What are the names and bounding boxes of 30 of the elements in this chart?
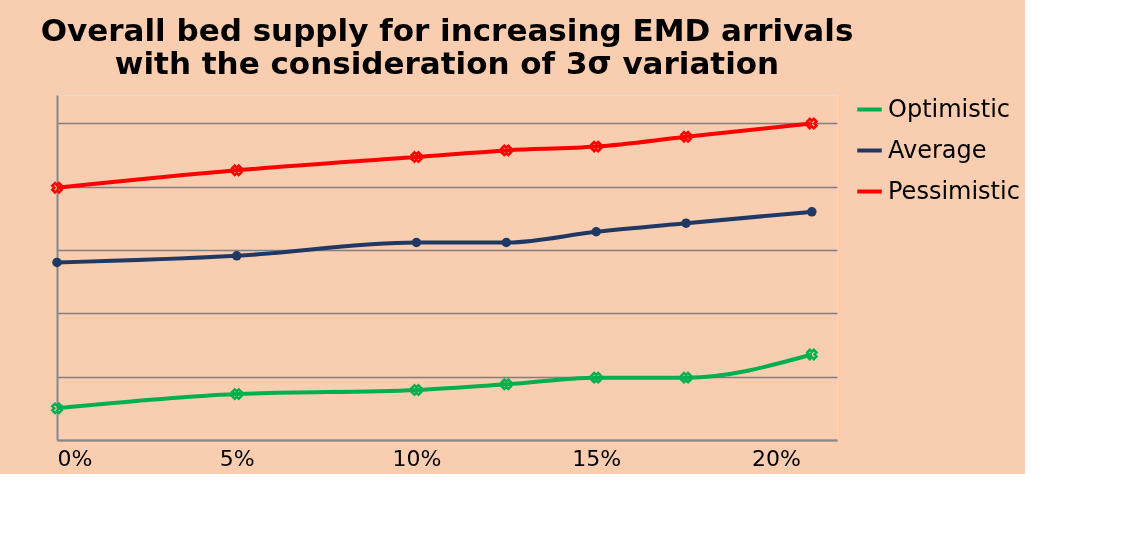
- point: [500, 378, 513, 391]
- point: [681, 218, 691, 228]
- point: [590, 140, 603, 153]
- point: [230, 164, 243, 177]
- chart-title: Overall bed supply for increasing EMD arrivals with the consideration of 3σ variation: [40, 12, 854, 81]
- point: [410, 384, 423, 396]
- legend-label: Optimistic: [888, 94, 1011, 123]
- point: [500, 144, 513, 157]
- point: [410, 151, 423, 163]
- point: [501, 237, 512, 248]
- x-tick-label: 0%: [57, 445, 93, 471]
- point: [411, 237, 422, 248]
- point: [52, 257, 62, 268]
- point: [680, 130, 692, 143]
- x-tick-label: 5%: [219, 445, 255, 471]
- point: [805, 117, 818, 130]
- point: [230, 388, 243, 401]
- point: [591, 227, 601, 237]
- point: [805, 348, 818, 361]
- x-tick-label: 10%: [392, 445, 442, 471]
- point: [590, 371, 603, 384]
- point: [680, 371, 692, 384]
- legend-label: Pessimistic: [888, 176, 1020, 205]
- legend-label: Average: [888, 135, 987, 164]
- point: [51, 402, 63, 415]
- x-tick-label: 20%: [751, 445, 801, 471]
- point: [231, 251, 242, 261]
- x-tick-label: 15%: [572, 445, 622, 471]
- point: [807, 207, 817, 217]
- point: [51, 181, 63, 194]
